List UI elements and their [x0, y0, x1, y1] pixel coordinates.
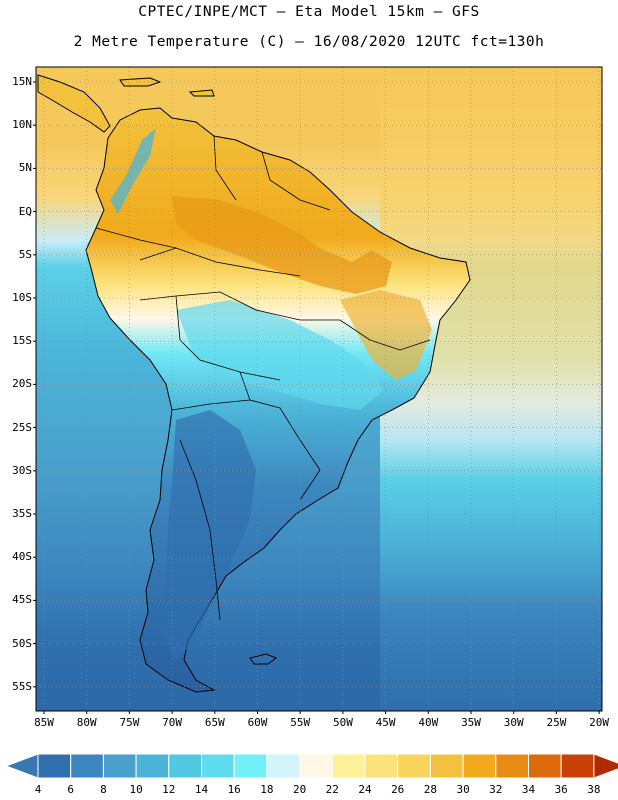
lat-label: 5N	[18, 161, 32, 175]
colorbar-swatch	[364, 753, 399, 779]
map-frame	[35, 66, 603, 712]
lat-label: 55S	[12, 679, 32, 693]
lon-label: 85W	[34, 716, 54, 729]
colorbar-swatch	[168, 753, 203, 779]
chart-title-line2: 2 Metre Temperature (C) – 16/08/2020 12U…	[73, 34, 545, 50]
lat-label: 40S	[12, 550, 32, 564]
lat-label: 45S	[12, 593, 32, 607]
colorbar-label: 24	[358, 783, 372, 796]
andes-north-cool-strip	[110, 128, 156, 214]
colorbar-swatch	[135, 753, 170, 779]
chart-title-line1: CPTEC/INPE/MCT – Eta Model 15km – GFS	[138, 4, 480, 20]
colorbar-swatch	[495, 753, 529, 779]
colorbar-label: 38	[587, 783, 601, 796]
lon-label: 25W	[546, 716, 567, 729]
colorbar-label: 26	[391, 783, 405, 796]
lat-label: 50S	[12, 636, 32, 650]
lat-label: 5S	[18, 247, 32, 261]
colorbar-swatch	[102, 753, 137, 779]
lon-label: 55W	[290, 716, 311, 729]
lat-label: 20S	[12, 377, 32, 391]
lon-label: 75W	[119, 716, 140, 729]
lat-label: EQ	[18, 204, 32, 218]
colorbar-swatch	[70, 753, 104, 779]
lon-label: 20W	[589, 716, 610, 729]
colorbar-swatch	[37, 753, 72, 779]
lat-label: 30S	[12, 463, 32, 477]
colorbar-label: 22	[325, 783, 339, 796]
lon-label: 80W	[76, 716, 97, 729]
colorbar-swatch	[233, 753, 268, 779]
caribbean-islands	[119, 77, 215, 97]
colorbar-label: 34	[521, 783, 536, 796]
central-cool-zone	[176, 300, 384, 410]
lon-label: 50W	[332, 716, 353, 729]
colorbar	[4, 753, 618, 779]
lat-label: 25S	[12, 420, 32, 434]
andes-cold-zone	[160, 410, 256, 660]
colorbar-swatch	[397, 753, 431, 779]
lon-label: 30W	[503, 716, 524, 729]
colorbar-swatch	[266, 753, 301, 779]
falkland-islands	[249, 653, 278, 665]
amazon-hot-zone	[172, 196, 392, 294]
graticule	[36, 67, 602, 711]
colorbar-label: 32	[489, 783, 503, 796]
colorbar-swatch	[201, 753, 235, 779]
lat-label: 35S	[12, 507, 32, 520]
colorbar-swatch	[429, 753, 464, 779]
colorbar-label: 30	[456, 783, 470, 796]
country-borders	[95, 135, 431, 621]
lon-label: 45W	[375, 716, 396, 729]
central-america-land	[37, 74, 111, 133]
lon-label: 65W	[204, 716, 225, 729]
colorbar-swatch	[560, 753, 595, 779]
colorbar-swatch	[299, 753, 333, 779]
colorbar-label: 18	[260, 783, 274, 796]
lon-label: 70W	[162, 716, 183, 729]
northeast-warm-zone	[340, 290, 432, 380]
lat-label: 15S	[12, 334, 32, 348]
colorbar-arrow-low	[4, 753, 39, 779]
colorbar-label: 14	[194, 783, 209, 796]
colorbar-label: 10	[129, 783, 143, 796]
lat-label: 10S	[12, 291, 32, 304]
lon-label: 40W	[418, 716, 439, 729]
axis-ticks	[33, 81, 600, 714]
colorbar-swatch	[528, 753, 562, 779]
colorbar-label: 6	[67, 783, 74, 796]
colorbar-label: 4	[34, 783, 42, 796]
colorbar-label: 20	[292, 783, 307, 796]
colorbar-swatch	[462, 753, 497, 779]
lat-label: 15N	[12, 75, 32, 88]
colorbar-label: 36	[554, 783, 568, 796]
colorbar-label: 28	[423, 783, 438, 796]
lon-label: 60W	[247, 716, 268, 729]
colorbar-label: 16	[227, 783, 241, 796]
colorbar-arrow-high	[593, 753, 618, 779]
colorbar-swatch	[331, 753, 366, 779]
colorbar-label: 12	[162, 783, 176, 796]
lat-label: 10N	[12, 118, 32, 132]
colorbar-label: 8	[100, 783, 107, 796]
lon-label: 35W	[461, 716, 481, 729]
